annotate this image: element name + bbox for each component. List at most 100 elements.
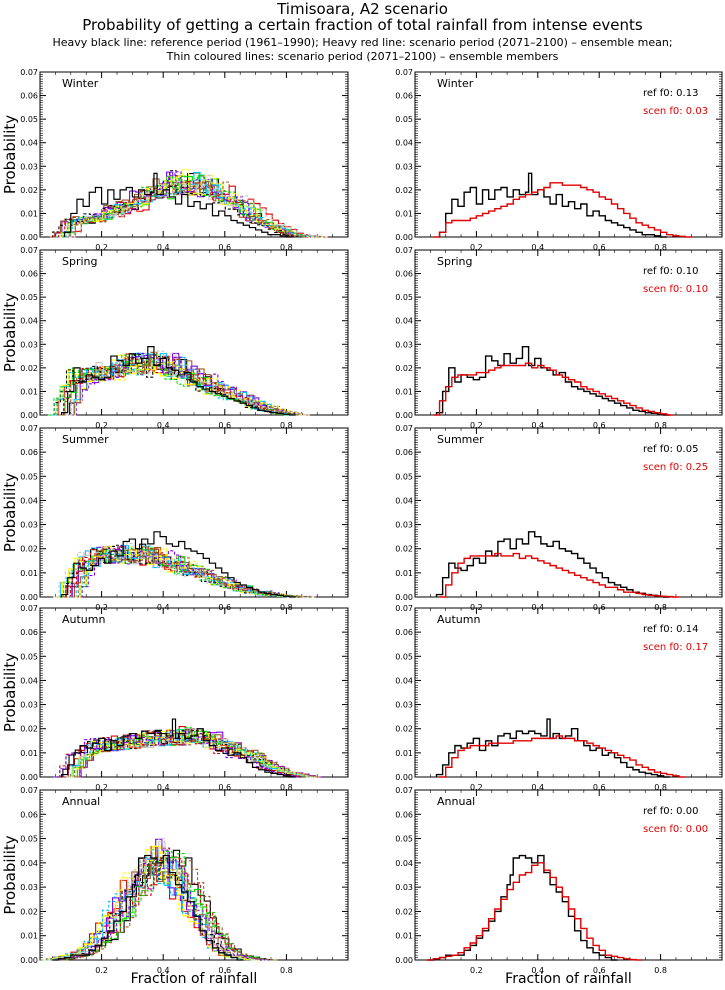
scen-f0-label: scen f0: 0.03 [643,106,708,117]
ensemble-member-line [40,846,256,961]
y-tick-label: 0.06 [20,628,38,637]
y-tick-label: 0.05 [395,652,413,661]
y-tick-label: 0.04 [395,317,413,326]
reference-line [435,345,670,416]
season-label: Spring [437,255,473,268]
y-tick-label: 0.05 [395,835,413,844]
y-tick-label: 0.00 [395,956,413,965]
y-tick-label: 0.04 [20,317,38,326]
reference-line [427,854,618,961]
x-tick-label: 0.4 [157,966,170,975]
y-tick-label: 0.00 [20,956,38,965]
x-tick-label: 0.6 [593,421,606,430]
x-tick-label: 0.2 [470,243,483,252]
y-tick-label: 0.07 [395,246,413,255]
reference-member-line [60,531,296,598]
x-tick-label: 0.2 [95,966,108,975]
x-tick-label: 0.2 [470,783,483,792]
y-axis-label: Probability [1,653,19,732]
x-tick-label: 0.4 [531,966,544,975]
y-tick-label: 0.04 [20,496,38,505]
y-tick-label: 0.01 [395,569,413,578]
y-tick-label: 0.05 [20,652,38,661]
season-label: Annual [62,795,100,808]
x-tick-label: 0.6 [218,243,231,252]
ensemble-member-line [53,542,294,598]
y-tick-label: 0.05 [20,835,38,844]
y-tick-label: 0.03 [395,883,413,892]
y-tick-label: 0.02 [20,364,38,373]
y-tick-label: 0.05 [20,115,38,124]
ref-f0-label: ref f0: 0.10 [643,266,698,277]
y-tick-label: 0.04 [395,676,413,685]
x-tick-label: 0.6 [593,783,606,792]
ensemble-member-line [75,545,317,598]
figure-title: Timisoara, A2 scenario [277,0,448,18]
ensemble-member-line [65,350,306,416]
season-label: Summer [437,433,484,446]
y-tick-label: 0.02 [20,545,38,554]
x-tick-label: 0.2 [470,421,483,430]
ensemble-member-line [58,856,275,961]
ensemble-member-line [69,728,317,778]
season-label: Autumn [437,613,480,626]
y-tick-label: 0.01 [20,749,38,758]
x-tick-label: 0.6 [218,966,231,975]
y-tick-label: 0.06 [20,448,38,457]
y-tick-label: 0.02 [20,186,38,195]
season-label: Autumn [62,613,105,626]
y-tick-label: 0.04 [395,496,413,505]
ensemble-member-line [63,174,322,238]
y-tick-label: 0.03 [20,521,38,530]
y-axis-label: Probability [1,115,19,194]
y-tick-label: 0.01 [395,387,413,396]
panel-winter-means: 0.00 0.01 0.02 0.03 0.04 0.05 0.06 0.07 0.2 0.4 0.… [395,68,723,252]
x-tick-label: 0.8 [280,421,293,430]
ensemble-member-line [54,841,270,961]
x-tick-label: 0.2 [95,783,108,792]
reference-line [435,718,670,778]
ensemble-member-line [43,845,259,961]
x-tick-label: 0.6 [593,243,606,252]
y-tick-label: 0.00 [20,593,38,602]
y-tick-label: 0.06 [395,270,413,279]
ensemble-member-line [72,550,313,598]
x-tick-label: 0.6 [593,966,606,975]
ensemble-member-line [46,170,306,238]
y-tick-label: 0.03 [395,521,413,530]
y-axis-label: Probability [1,835,19,914]
scenario-line [433,182,692,238]
y-tick-label: 0.06 [395,448,413,457]
y-tick-label: 0.07 [395,424,413,433]
y-tick-label: 0.02 [395,907,413,916]
reference-member-line [64,172,293,238]
x-tick-label: 0.8 [280,243,293,252]
y-tick-label: 0.02 [395,364,413,373]
ensemble-member-line [52,175,312,238]
season-label: Summer [62,433,109,446]
y-tick-label: 0.04 [20,139,38,148]
y-tick-label: 0.07 [395,786,413,795]
ensemble-member-line [57,171,317,238]
scenario-line [439,735,686,778]
y-tick-label: 0.02 [395,545,413,554]
y-tick-label: 0.03 [395,162,413,171]
scenario-line [439,552,680,598]
y-tick-label: 0.06 [395,628,413,637]
panel-annual-members: 0.00 0.01 0.02 0.03 0.04 0.05 0.06 0.07 0.2 0.4 0.… [1,786,349,987]
y-tick-label: 0.01 [395,209,413,218]
y-tick-label: 0.03 [395,340,413,349]
y-tick-label: 0.02 [20,907,38,916]
y-tick-label: 0.01 [20,209,38,218]
y-tick-label: 0.07 [20,68,38,77]
y-tick-label: 0.07 [20,786,38,795]
y-tick-label: 0.05 [395,293,413,302]
y-tick-label: 0.04 [20,676,38,685]
ref-f0-label: ref f0: 0.05 [643,444,698,455]
x-tick-label: 0.4 [157,783,170,792]
y-tick-label: 0.00 [395,773,413,782]
y-tick-label: 0.00 [20,233,38,242]
x-tick-label: 0.8 [654,783,667,792]
x-tick-label: 0.4 [531,243,544,252]
